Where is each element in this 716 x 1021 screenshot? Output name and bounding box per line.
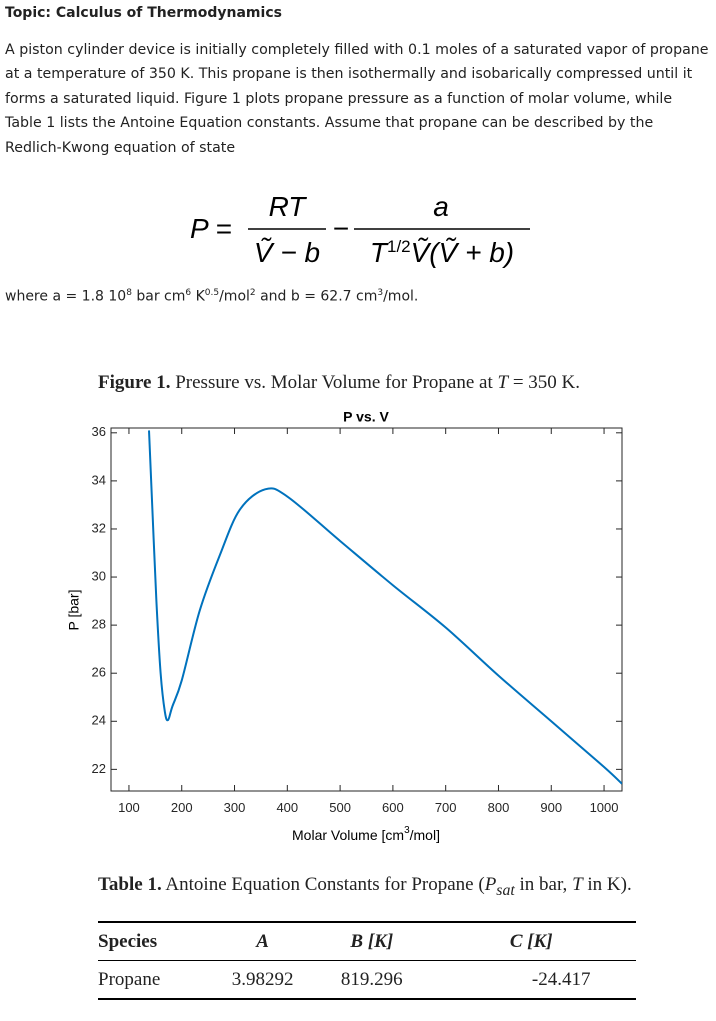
x-tick-label: 100 (118, 800, 140, 815)
eq-minus: − (333, 213, 349, 244)
row: Propane 3.98292 819.296 -24.417 (98, 960, 636, 1000)
data-line (148, 430, 622, 785)
header: B [K] (317, 921, 427, 961)
x-tick-label: 1000 (590, 800, 619, 815)
sup: 0.5 (204, 288, 220, 298)
sup: 3 (404, 825, 410, 836)
header: A (208, 921, 318, 961)
x-tick-label: 300 (224, 800, 246, 815)
equation: P = RT Ṽ − b − a T1/2Ṽ(Ṽ + b) (190, 191, 530, 268)
y-tick-label: 30 (92, 568, 106, 583)
text: K (191, 288, 205, 305)
text: Molar Volume [cm (292, 827, 404, 843)
header: C [K] (426, 921, 636, 961)
eq-num: a (433, 191, 449, 222)
eq-den: T1/2Ṽ(Ṽ + b) (370, 237, 514, 268)
text: Antoine Equation Constants for Propane ( (161, 874, 485, 895)
antoine-table: Species A B [K] C [K] Propane 3.98292 819.296… (98, 921, 636, 1000)
x-tick-label: 400 (276, 800, 298, 815)
text: in K). (582, 874, 632, 895)
eq-part: Ṽ(Ṽ + b) (411, 237, 514, 268)
y-tick-label: 32 (92, 520, 106, 535)
eq-num: RT (269, 191, 308, 222)
var: T (572, 874, 583, 895)
sup: 8 (126, 288, 132, 298)
sup: 3 (377, 288, 384, 298)
cell: 819.296 (317, 960, 427, 1000)
y-tick-label: 26 (92, 665, 106, 680)
y-tick-label: 22 (92, 761, 106, 776)
x-tick-label: 500 (329, 800, 351, 815)
text: /mol. (383, 288, 419, 305)
sup: 6 (185, 288, 192, 298)
topic: Topic: Calculus of Thermodynamics (5, 5, 282, 21)
cell: Propane (98, 960, 209, 1000)
sup: 2 (249, 288, 256, 298)
chart: P vs. V Molar Volume [cm3/mol] P [bar] 1… (66, 409, 623, 843)
problem-text: A piston cylinder device is initially co… (5, 42, 709, 156)
header-row: Species A B [K] C [K] (98, 921, 636, 961)
text: = 350 K. (508, 372, 580, 393)
x-tick-label: 700 (435, 800, 457, 815)
text: Pressure vs. Molar Volume for Propane at (170, 372, 498, 393)
plot-frame (110, 427, 623, 792)
text: /mol (219, 288, 250, 305)
text: and b = 62.7 cm (255, 288, 378, 305)
header: Species (98, 921, 209, 961)
constants: where a = 1.8 108 bar cm6 K0.5/mol2 and … (5, 288, 418, 305)
y-tick-label: 28 (92, 617, 106, 632)
sub: sat (496, 881, 515, 899)
label: Table 1. (98, 874, 162, 895)
x-axis-label: Molar Volume [cm3/mol] (292, 825, 440, 843)
x-tick-label: 800 (488, 800, 510, 815)
var: P (484, 874, 497, 895)
figure-caption: Figure 1. Pressure vs. Molar Volume for … (98, 372, 580, 394)
x-tick-label: 900 (540, 800, 562, 815)
chart-title: P vs. V (343, 409, 389, 425)
cell: 3.98292 (208, 960, 318, 1000)
y-tick-label: 36 (92, 424, 106, 439)
y-axis-label: P [bar] (66, 590, 82, 631)
y-tick-label: 24 (92, 713, 106, 728)
eq-den: Ṽ − b (254, 237, 320, 268)
y-tick-label: 34 (92, 472, 106, 487)
x-tick-label: 200 (171, 800, 193, 815)
eq-lhs: P = (190, 213, 232, 244)
text: /mol] (410, 827, 440, 843)
text: in bar, (514, 874, 573, 895)
cell: -24.417 (426, 960, 636, 1000)
var: T (497, 372, 509, 393)
eq-part: T (370, 237, 389, 268)
label: Figure 1. (98, 372, 171, 393)
x-tick-label: 600 (382, 800, 404, 815)
text: bar cm (131, 288, 186, 305)
table-caption: Table 1. Antoine Equation Constants for … (98, 874, 643, 902)
text: where a = 1.8 10 (5, 288, 127, 305)
eq-sup: 1/2 (387, 237, 411, 256)
